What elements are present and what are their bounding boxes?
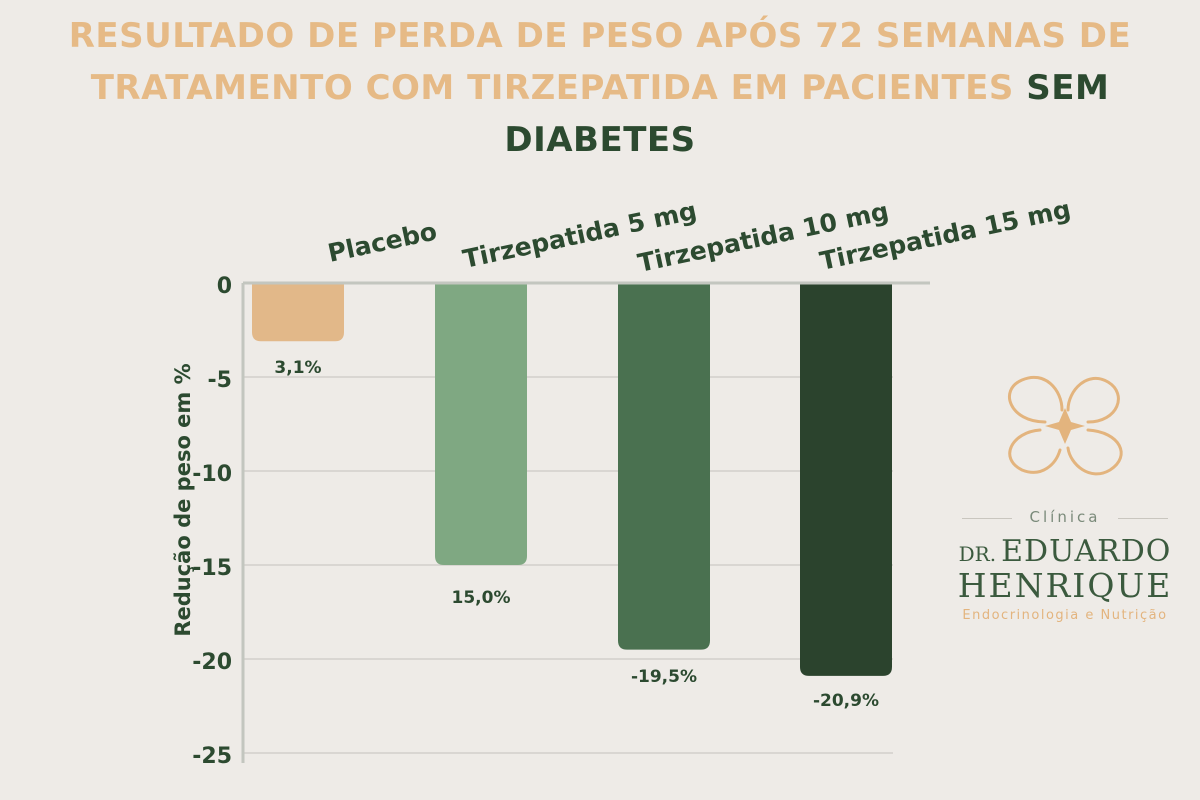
logo-specialty: Endocrinologia e Nutrição <box>962 608 1168 623</box>
logo-clinica: Clínica <box>1029 508 1101 526</box>
data-label: 3,1% <box>274 358 321 378</box>
title-line-2-text: TRATAMENTO COM TIRZEPATIDA EM PACIENTES <box>90 68 1014 108</box>
title-accent: SEM DIABETES <box>504 68 1110 160</box>
y-axis-label: Redução de peso em % <box>171 363 195 636</box>
title-line-1: RESULTADO DE PERDA DE PESO APÓS 72 SEMAN… <box>68 16 1132 56</box>
y-tick-label: 0 <box>217 274 232 299</box>
data-label: -19,5% <box>631 667 697 687</box>
bar <box>800 283 892 676</box>
bar <box>618 283 710 650</box>
logo-dr-line: DR. EDUARDO <box>950 534 1180 569</box>
logo-dr: DR. <box>958 542 997 566</box>
chart-title: RESULTADO DE PERDA DE PESO APÓS 72 SEMAN… <box>0 10 1200 166</box>
y-tick-label: -25 <box>192 744 232 769</box>
logo-first-name: EDUARDO <box>1001 534 1172 569</box>
bar <box>435 283 527 565</box>
y-tick-label: -20 <box>192 650 232 675</box>
y-tick-label: -15 <box>192 556 232 581</box>
logo-last-name: HENRIQUE <box>957 566 1173 605</box>
y-tick-label: -5 <box>208 368 232 393</box>
bar <box>252 283 344 342</box>
title-line-2: TRATAMENTO COM TIRZEPATIDA EM PACIENTES … <box>0 62 1200 166</box>
data-label: 15,0% <box>452 588 511 608</box>
category-label: Placebo <box>325 217 439 268</box>
data-label: -20,9% <box>813 691 879 711</box>
clinic-logo: Clínica DR. EDUARDO HENRIQUE Endocrinolo… <box>950 360 1180 640</box>
divider-right <box>1118 518 1168 519</box>
divider-left <box>962 518 1012 519</box>
clover-icon <box>1008 375 1123 476</box>
y-tick-label: -10 <box>192 462 232 487</box>
